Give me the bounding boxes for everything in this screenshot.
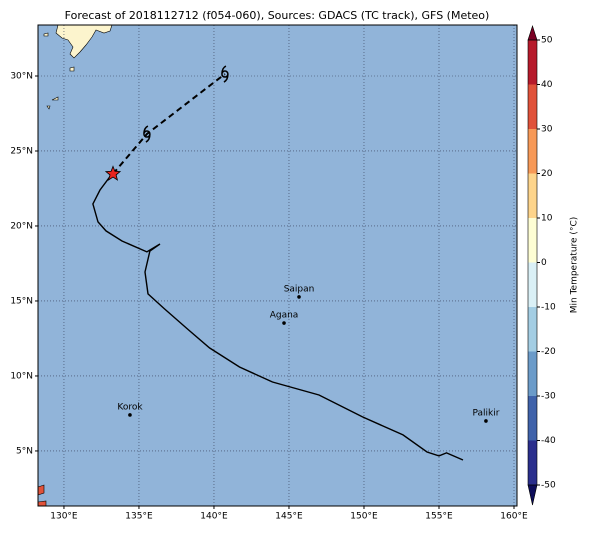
- colorbar-tick-label: 0: [541, 258, 547, 268]
- city-label: Agana: [270, 311, 299, 321]
- colorbar-bin: [528, 129, 537, 174]
- land-warm: [37, 500, 47, 507]
- y-tick-label: 10°N: [10, 371, 33, 381]
- x-tick-label: 140°E: [200, 512, 228, 522]
- colorbar-tick-label: -30: [541, 392, 556, 402]
- colorbar-tick-label: 30: [541, 125, 553, 135]
- track-line: [92, 173, 464, 461]
- colorbar-bin: [528, 351, 537, 396]
- x-tick-label: 135°E: [125, 512, 153, 522]
- colorbar-tick-label: -40: [541, 436, 556, 446]
- colorbar-tick-label: -20: [541, 347, 556, 357]
- land: [37, 24, 113, 507]
- forecast-line: [112, 73, 226, 175]
- colorbar-tick-label: 40: [541, 80, 553, 90]
- storm-symbol: [221, 65, 229, 83]
- coast-japan: [55, 24, 113, 59]
- colorbar-bin: [528, 440, 537, 485]
- colorbar-bin: [528, 262, 537, 307]
- city-marker: [282, 321, 286, 325]
- city-label: Saipan: [284, 284, 315, 294]
- city-label: Palikir: [472, 408, 499, 418]
- island: [51, 96, 59, 101]
- y-tick-label: 15°N: [10, 296, 33, 306]
- colorbar-under: [527, 484, 538, 506]
- map-title: Forecast of 2018112712 (f054-060), Sourc…: [65, 9, 490, 22]
- colorbar-tick-label: -50: [541, 481, 556, 491]
- y-tick-label: 30°N: [10, 71, 33, 81]
- colorbar-bin: [528, 307, 537, 352]
- colorbar-bin: [528, 40, 537, 85]
- colorbar-bin: [528, 84, 537, 129]
- map-area: Saipan Agana Korok Palikir: [37, 24, 517, 507]
- island: [46, 105, 51, 110]
- colorbar-over: [527, 25, 538, 41]
- x-tick-label: 160°E: [500, 512, 528, 522]
- y-tick-label: 20°N: [10, 221, 33, 231]
- colorbar-tick-label: 10: [541, 214, 553, 224]
- map-frame: [37, 24, 518, 507]
- ocean: [38, 25, 517, 506]
- colorbar-bin: [528, 218, 537, 263]
- storm-symbol: [143, 125, 151, 143]
- city-label: Korok: [117, 402, 143, 412]
- city-marker: [484, 419, 488, 423]
- current-position: [104, 165, 122, 181]
- island: [69, 66, 75, 72]
- colorbar-bin: [528, 173, 537, 218]
- y-tick-label: 5°N: [16, 446, 33, 456]
- land-warm: [37, 484, 45, 496]
- x-tick-label: 130°E: [50, 512, 78, 522]
- colorbar-tick-label: 20: [541, 169, 553, 179]
- city-marker: [128, 413, 132, 417]
- x-tick-label: 155°E: [425, 512, 453, 522]
- colorbar-tick-label: 50: [541, 36, 553, 46]
- colorbar-label: Min Temperature (°C): [570, 217, 580, 314]
- city-marker: [297, 295, 301, 299]
- x-tick-label: 150°E: [350, 512, 378, 522]
- y-tick-label: 25°N: [10, 146, 33, 156]
- x-tick-label: 145°E: [275, 512, 303, 522]
- island: [43, 32, 49, 37]
- colorbar-tick-label: -10: [541, 303, 556, 313]
- colorbar-bin: [528, 396, 537, 441]
